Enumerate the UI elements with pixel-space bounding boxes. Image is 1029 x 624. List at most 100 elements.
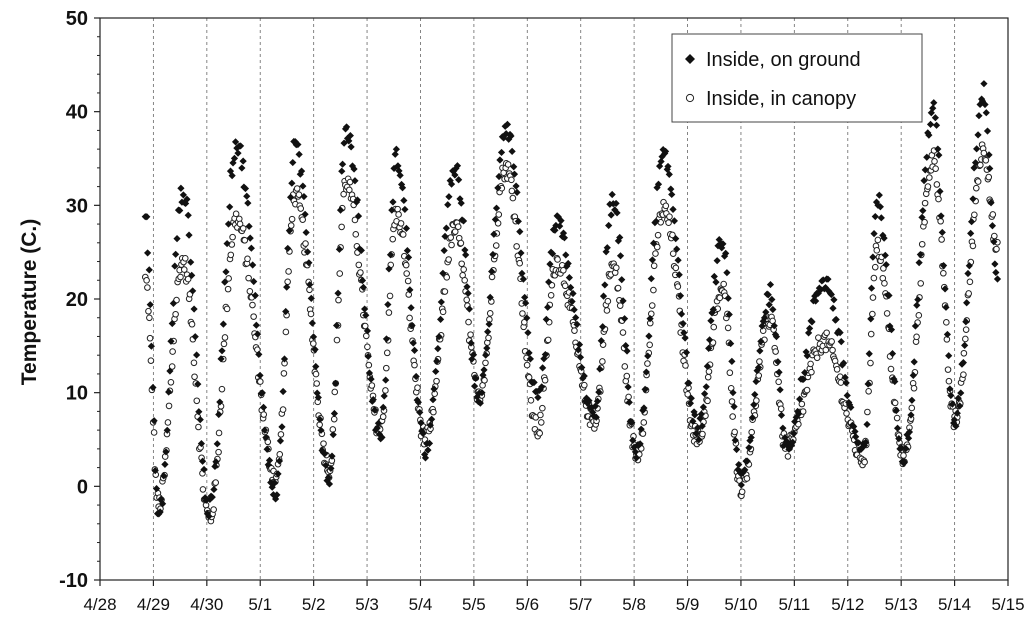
data-point-ground: [860, 441, 869, 450]
data-point-ground: [950, 419, 958, 427]
data-point-canopy: [447, 234, 455, 241]
data-point-canopy: [215, 429, 223, 437]
data-point-ground: [517, 249, 525, 257]
data-point-ground: [785, 445, 793, 453]
data-point-canopy: [915, 312, 923, 319]
data-point-canopy: [330, 415, 338, 423]
data-point-ground: [803, 352, 811, 360]
data-point-canopy: [310, 340, 317, 347]
data-point-ground: [425, 439, 434, 447]
data-point-canopy: [980, 149, 988, 157]
data-point-ground: [929, 104, 937, 112]
data-point-canopy: [312, 370, 320, 378]
data-point-canopy: [621, 363, 629, 370]
data-point-ground: [877, 214, 885, 222]
data-point-ground: [863, 420, 871, 429]
data-point-ground: [622, 341, 630, 350]
data-point-canopy: [482, 359, 489, 367]
data-point-ground: [463, 283, 471, 291]
data-point-ground: [927, 109, 935, 117]
data-point-ground: [429, 396, 437, 404]
data-point-ground: [983, 127, 992, 135]
data-point-ground: [436, 315, 445, 324]
data-point-ground: [284, 244, 292, 253]
data-point-ground: [176, 206, 184, 215]
data-point-canopy: [302, 240, 309, 247]
data-point-ground: [507, 132, 515, 140]
data-point-ground: [385, 265, 393, 273]
data-point-ground: [435, 333, 443, 341]
data-point-ground: [876, 203, 884, 211]
data-point-ground: [417, 419, 425, 427]
data-point-canopy: [650, 286, 657, 294]
data-point-ground: [230, 154, 239, 163]
data-point-ground: [145, 266, 153, 274]
data-point-ground: [157, 495, 165, 503]
data-point-canopy: [940, 269, 947, 277]
data-point-ground: [808, 318, 816, 326]
data-point-ground: [187, 258, 195, 266]
data-point-ground: [210, 485, 218, 494]
data-point-canopy: [560, 266, 567, 274]
data-point-ground: [957, 389, 965, 397]
data-point-canopy: [188, 320, 196, 328]
data-point-ground: [840, 359, 848, 367]
data-point-ground: [374, 419, 383, 427]
data-point-ground: [697, 410, 705, 418]
series-ground: [141, 80, 1002, 520]
data-point-ground: [168, 319, 176, 328]
data-point-ground: [501, 122, 509, 130]
data-point-ground: [274, 470, 282, 478]
data-point-ground: [597, 337, 605, 345]
data-point-ground: [911, 322, 920, 330]
data-point-ground: [262, 433, 270, 442]
x-tick-label: 5/12: [831, 595, 864, 614]
data-point-canopy: [492, 242, 500, 249]
data-point-canopy: [937, 217, 944, 225]
data-point-ground: [867, 315, 875, 323]
data-point-ground: [689, 417, 697, 425]
data-point-ground: [494, 184, 502, 192]
data-point-ground: [317, 426, 325, 434]
data-point-canopy: [619, 329, 627, 336]
data-point-canopy: [249, 301, 256, 309]
data-point-canopy: [368, 382, 376, 389]
data-point-ground: [392, 145, 400, 153]
data-point-ground: [967, 229, 975, 237]
data-point-canopy: [918, 240, 926, 248]
data-point-ground: [406, 286, 414, 294]
data-point-canopy: [465, 318, 472, 326]
data-point-ground: [620, 315, 629, 323]
data-point-ground: [695, 436, 703, 444]
data-point-canopy: [239, 225, 247, 232]
data-point-ground: [442, 224, 450, 232]
data-point-canopy: [625, 393, 632, 401]
data-point-canopy: [229, 233, 236, 241]
data-point-ground: [479, 371, 487, 379]
tick-labels: -10 0 10 20 30 40 50 4/28 4/29 4/30 5/1 5/2 5/3 5/4 5/…: [59, 8, 1024, 614]
data-point-canopy: [944, 366, 952, 373]
data-point-ground: [345, 137, 353, 145]
data-point-ground: [871, 212, 879, 221]
data-point-canopy: [648, 302, 656, 309]
data-point-ground: [256, 371, 264, 380]
data-point-ground: [410, 346, 419, 354]
data-point-canopy: [991, 232, 998, 240]
data-point-ground: [362, 311, 370, 319]
data-point-ground: [188, 271, 196, 279]
data-point-ground: [732, 445, 741, 454]
data-point-ground: [564, 259, 572, 268]
data-point-canopy: [798, 400, 806, 408]
data-point-canopy: [777, 405, 785, 413]
data-point-ground: [512, 182, 520, 190]
data-point-canopy: [537, 419, 545, 426]
data-point-ground: [765, 301, 773, 309]
data-point-ground: [525, 349, 533, 357]
data-point-canopy: [867, 359, 874, 367]
data-point-canopy: [169, 348, 176, 355]
data-point-ground: [523, 314, 531, 322]
data-point-ground: [514, 217, 522, 225]
data-point-ground: [311, 345, 319, 354]
data-point-ground: [654, 180, 663, 188]
data-point-ground: [865, 350, 873, 358]
